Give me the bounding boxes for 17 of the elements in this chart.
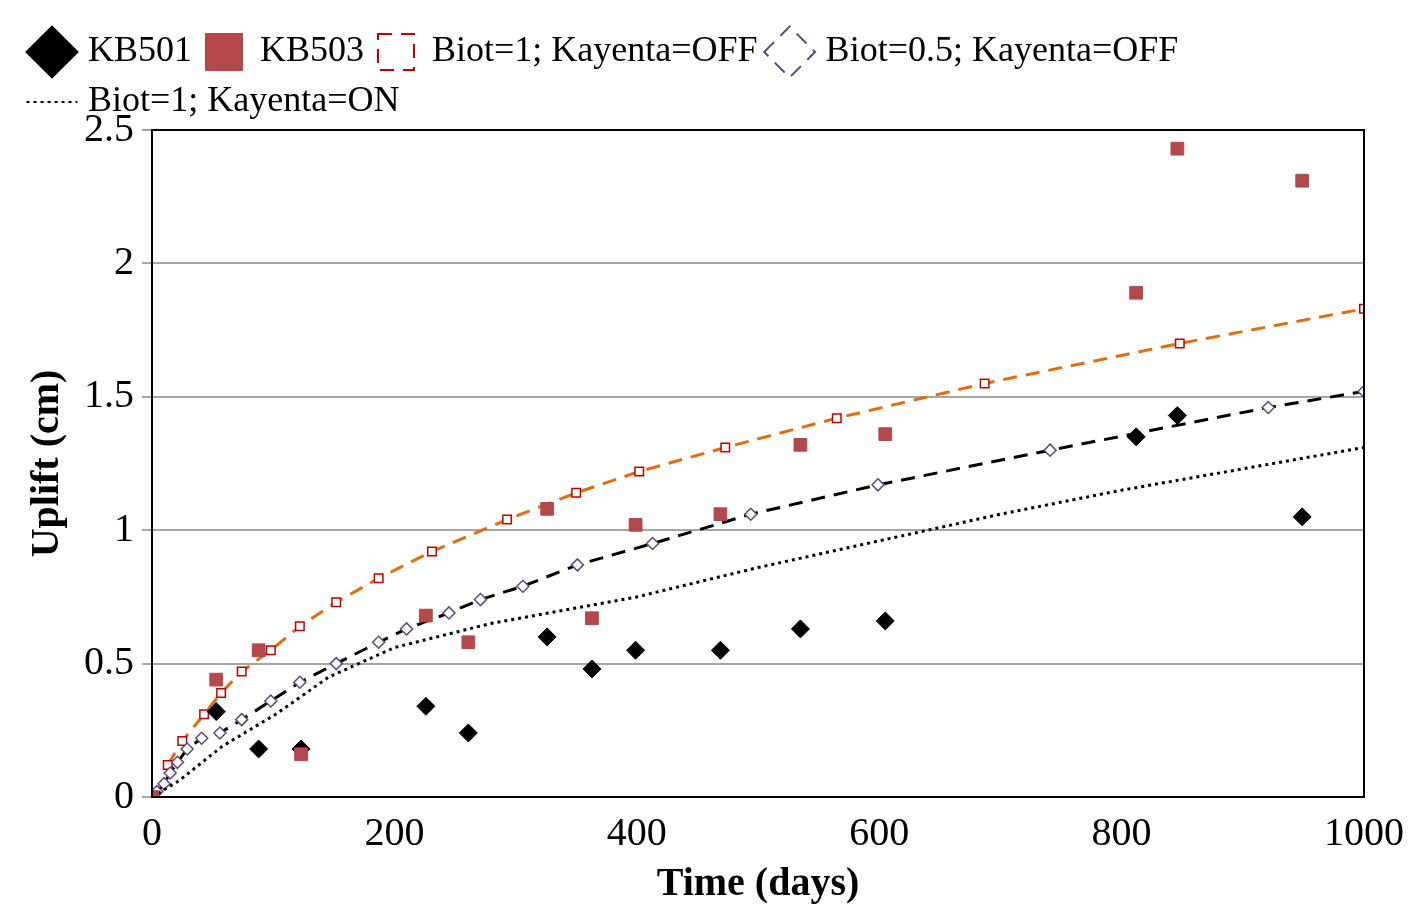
x-tick-label: 400 — [606, 808, 667, 854]
x-tick-label: 1000 — [1324, 808, 1404, 854]
y-axis-title: Uplift (cm) — [22, 369, 68, 558]
y-tick-label: 1 — [114, 504, 134, 550]
legend-label: Biot=1; Kayenta=OFF — [432, 29, 758, 70]
legend-label: Biot=0.5; Kayenta=OFF — [825, 29, 1179, 70]
x-tick-label: 0 — [142, 808, 162, 854]
y-tick-label: 2 — [114, 237, 134, 283]
y-tick-label: 0.5 — [84, 638, 134, 684]
y-tick-label: 0 — [114, 771, 134, 817]
x-tick-label: 800 — [1091, 808, 1152, 854]
y-tick-label: 1.5 — [84, 371, 134, 417]
x-axis-title: Time (days) — [656, 859, 860, 905]
x-tick-label: 600 — [849, 808, 910, 854]
x-tick-label: 200 — [364, 808, 425, 854]
legend-label: KB503 — [260, 29, 365, 70]
legend-label: KB501 — [88, 29, 193, 70]
